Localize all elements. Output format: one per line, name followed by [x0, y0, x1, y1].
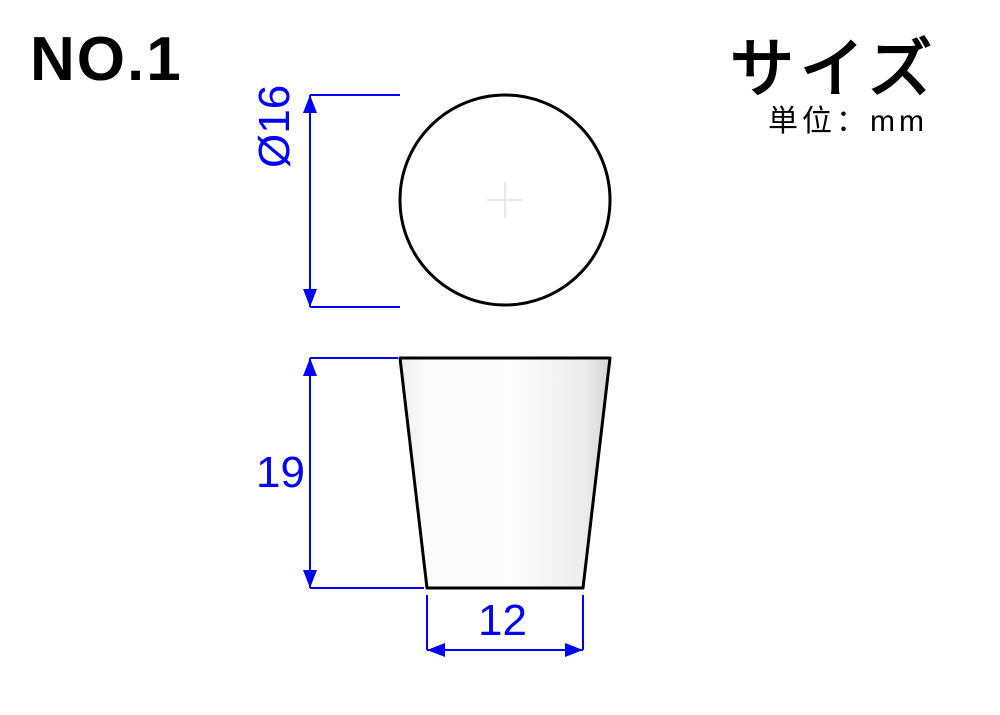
arrow-down-icon: [303, 289, 317, 307]
arrow-left-icon: [427, 643, 445, 657]
arrow-up-icon: [303, 95, 317, 113]
side-view-body: [400, 358, 610, 588]
bottom-width-value: 12: [478, 596, 527, 646]
arrow-up-icon: [303, 358, 317, 376]
diameter-value: Ø16: [250, 85, 300, 168]
diagram-canvas: NO.1 サイズ 単位：mm: [0, 0, 1000, 715]
arrow-down-icon: [303, 570, 317, 588]
arrow-right-icon: [565, 643, 583, 657]
height-value: 19: [256, 448, 305, 498]
